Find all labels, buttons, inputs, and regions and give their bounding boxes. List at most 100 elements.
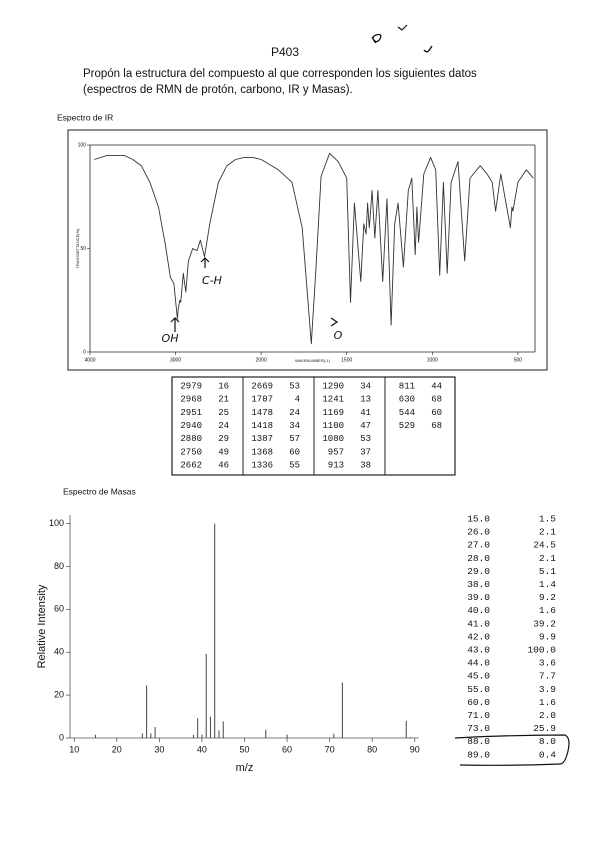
ir-frame [67,129,548,371]
table-cell: 24 [218,421,229,431]
table-cell: 43.0 [467,645,490,656]
table-cell: 1290 [322,381,344,391]
annotation: O [334,329,343,342]
table-cell: 60.0 [467,697,490,708]
table-cell: 73.0 [467,723,490,734]
table-cell: 88.0 [467,736,490,747]
table-cell: 53 [360,434,371,444]
table-cell: 957 [328,447,344,457]
table-cell: 38.0 [467,579,490,590]
table-cell: 2.1 [539,527,556,538]
table-cell: 21 [218,395,229,405]
table-cell: 9.9 [539,631,556,642]
annotation-arrow [200,257,210,268]
x-tick-label: 40 [197,744,207,754]
y-tick-label: 80 [54,561,64,571]
x-tick-label: 500 [514,357,523,363]
table-cell: 34 [360,381,371,391]
x-axis-label: WAVENUMBER(-1) [295,358,331,363]
annotation: OH [162,332,179,345]
table-cell: 26.0 [467,527,490,538]
table-cell: 2968 [180,395,202,405]
table-cell: 1169 [322,408,344,418]
table-cell: 25 [218,408,229,418]
table-cell: 4 [295,395,300,405]
table-cell: 25.9 [533,723,556,734]
table-cell: 40.0 [467,605,490,616]
table-cell: 3.9 [539,684,556,695]
table-cell: 1387 [251,434,273,444]
table-cell: 13 [360,395,371,405]
table-cell: 24 [289,408,300,418]
table-cell: 2951 [180,408,202,418]
table-cell: 2662 [180,461,202,471]
annotation-arrow [330,317,339,327]
table-cell: 913 [328,461,344,471]
x-tick-label: 60 [282,744,292,754]
table-cell: 55.0 [467,684,490,695]
table-cell: 2.0 [539,710,556,721]
table-cell: 3.6 [539,658,556,669]
table-cell: 44.0 [467,658,490,669]
y-tick-label: 60 [54,604,64,614]
table-cell: 100.0 [527,645,556,656]
table-cell: 42.0 [467,631,490,642]
table-cell: 89.0 [467,749,490,760]
y-tick-label: 40 [54,647,64,657]
handwritten-circle [454,734,570,766]
table-cell: 1.4 [539,579,556,590]
y-tick-label: 50 [80,246,86,252]
y-tick-label: 100 [49,518,64,528]
x-tick-label: 30 [154,744,164,754]
table-cell: 9.2 [539,592,556,603]
y-tick-label: 20 [54,689,64,699]
table-cell: 1418 [251,421,273,431]
table-cell: 2669 [251,381,273,391]
table-cell: 2979 [180,381,202,391]
table-cell: 811 [399,381,415,391]
table-cell: 1.5 [539,514,556,525]
table-cell: 27.0 [467,540,490,551]
doodle [397,24,408,31]
table-cell: 2750 [180,447,202,457]
table-cell: 15.0 [467,514,490,525]
table-cell: 68 [431,421,442,431]
table-cell: 1368 [251,447,273,457]
table-cell: 2880 [180,434,202,444]
table-cell: 1.6 [539,697,556,708]
table-cell: 71.0 [467,710,490,721]
table-cell: 1707 [251,395,273,405]
table-cell: 2940 [180,421,202,431]
table-cell: 1100 [322,421,344,431]
table-cell: 1336 [251,461,273,471]
spectrum-line [94,152,534,345]
annotation: C-H [202,274,222,287]
x-tick-label: 2000 [256,357,267,363]
table-cell: 44 [431,381,442,391]
x-tick-label: 3000 [170,357,181,363]
annotation-arrow [170,317,180,332]
table-cell: 45.0 [467,671,490,682]
y-tick-label: 100 [78,142,87,148]
table-cell: 53 [289,381,300,391]
table-cell: 1080 [322,434,344,444]
table-cell: 68 [431,395,442,405]
x-tick-label: 10 [69,744,79,754]
table-cell: 0.4 [539,749,556,760]
table-cell: 1241 [322,395,344,405]
table-cell: 630 [399,395,415,405]
table-cell: 544 [399,408,415,418]
x-tick-label: 1500 [341,357,352,363]
table-cell: 57 [289,434,300,444]
table-cell: 1478 [251,408,273,418]
table-cell: 34 [289,421,300,431]
x-tick-label: 70 [325,744,335,754]
table-cell: 28.0 [467,553,490,564]
table-cell: 8.0 [539,736,556,747]
table-cell: 24.5 [533,540,556,551]
table-cell: 41.0 [467,618,490,629]
table-cell: 38 [360,461,371,471]
intro-line: Propón la estructura del compuesto al qu… [83,68,477,80]
